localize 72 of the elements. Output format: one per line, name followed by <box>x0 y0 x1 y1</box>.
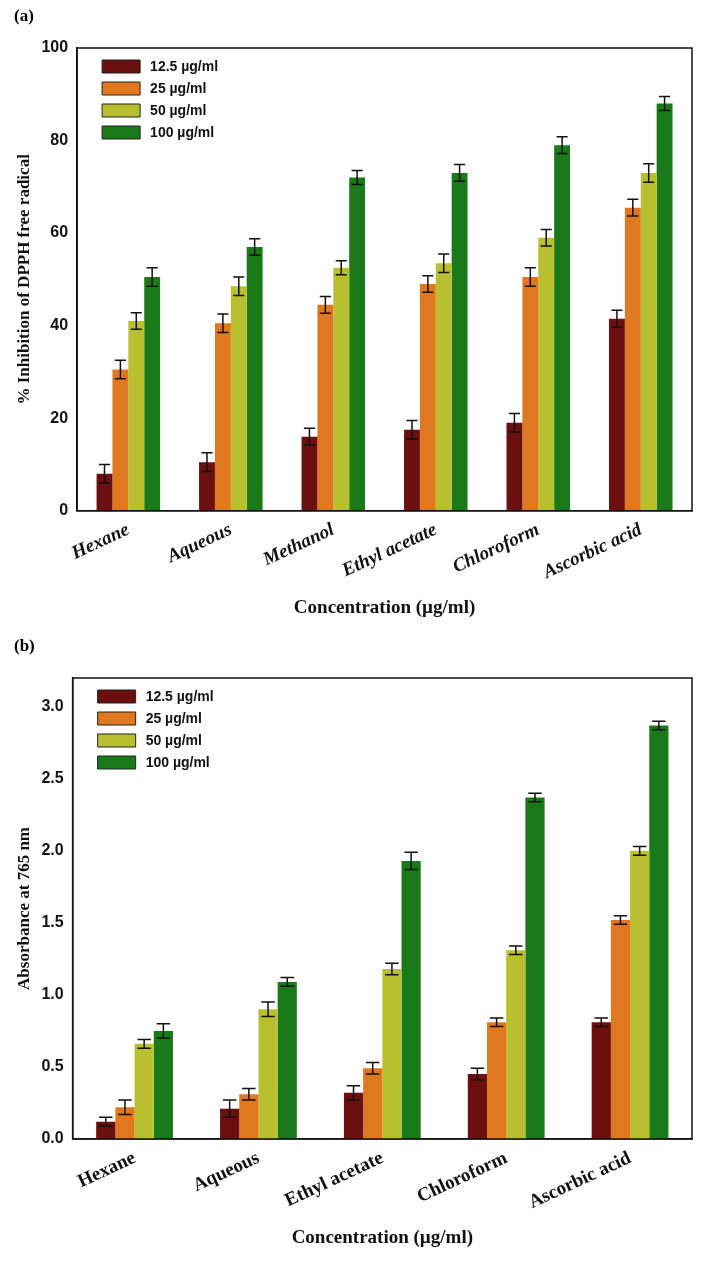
bar <box>656 103 673 511</box>
bar <box>591 1022 611 1139</box>
y-tick-label: 3.0 <box>41 697 64 715</box>
bar <box>506 950 526 1139</box>
x-axis-title: Concentration (µg/ml) <box>293 595 476 618</box>
bar <box>112 369 129 511</box>
bar <box>153 1030 173 1139</box>
bar <box>610 919 631 1139</box>
y-tick-label: 0.0 <box>41 1129 64 1147</box>
bar <box>333 267 350 511</box>
bar <box>128 321 145 511</box>
bar <box>343 1092 364 1139</box>
bar <box>506 422 523 511</box>
bar <box>230 286 247 511</box>
y-tick-label: 2.5 <box>41 769 64 787</box>
text: (b) <box>14 636 35 656</box>
bar <box>522 277 539 511</box>
y-tick-label: 20 <box>50 408 69 426</box>
bar <box>144 277 161 511</box>
y-tick-label: 80 <box>50 130 69 148</box>
bar <box>134 1043 154 1139</box>
legend-label: 12.5 µg/ml <box>150 57 219 74</box>
bar <box>467 1074 487 1139</box>
bar <box>239 1094 259 1139</box>
bar <box>363 1068 383 1139</box>
y-tick-label: 60 <box>50 223 69 241</box>
legend-label: 100 µg/ml <box>145 753 210 770</box>
bar <box>301 436 318 511</box>
x-tick-label: Ethyl acetate <box>337 517 441 581</box>
bar <box>115 1107 135 1139</box>
legend-label: 50 µg/ml <box>150 101 207 118</box>
bar <box>525 797 545 1139</box>
bar <box>624 207 641 511</box>
legend-label: 100 µg/ml <box>150 123 215 140</box>
y-tick-label: 40 <box>50 316 69 334</box>
y-tick-label: 100 <box>41 38 69 56</box>
x-tick-label: Ethyl acetate <box>281 1146 387 1211</box>
x-tick-label: Hexane <box>73 1146 139 1192</box>
bar <box>317 304 334 511</box>
bar <box>640 172 657 511</box>
text: (a) <box>14 6 34 26</box>
bar <box>554 145 571 511</box>
bar <box>404 429 420 511</box>
bar <box>220 1108 240 1139</box>
bar <box>451 172 468 511</box>
legend-label: 50 µg/ml <box>145 731 202 748</box>
y-tick-label: 2.0 <box>41 841 64 859</box>
bar <box>349 177 366 511</box>
y-axis-title: Absorbance at 765 nm <box>13 827 33 990</box>
x-axis-title: Concentration (µg/ml) <box>291 1225 474 1248</box>
bar <box>246 246 263 511</box>
bar <box>419 283 436 511</box>
bar <box>401 860 421 1139</box>
legend-label: 12.5 µg/ml <box>145 687 214 704</box>
y-axis-title: % Inhibition of DPPH free radical <box>13 153 33 405</box>
bar <box>486 1022 507 1139</box>
bar <box>199 462 215 511</box>
y-tick-label: 1.5 <box>41 913 64 931</box>
y-tick-label: 0.5 <box>41 1057 64 1075</box>
y-tick-label: 0 <box>59 501 69 519</box>
bar <box>608 318 625 511</box>
bar <box>258 1009 278 1139</box>
y-tick-label: 1.0 <box>41 985 64 1003</box>
legend-label: 25 µg/ml <box>150 79 207 96</box>
bar <box>277 981 297 1139</box>
bar <box>649 725 669 1139</box>
bar <box>538 237 555 511</box>
bar <box>382 968 402 1139</box>
bar <box>630 850 650 1139</box>
bar <box>214 323 231 511</box>
bar <box>435 263 452 511</box>
legend-label: 25 µg/ml <box>145 709 202 726</box>
